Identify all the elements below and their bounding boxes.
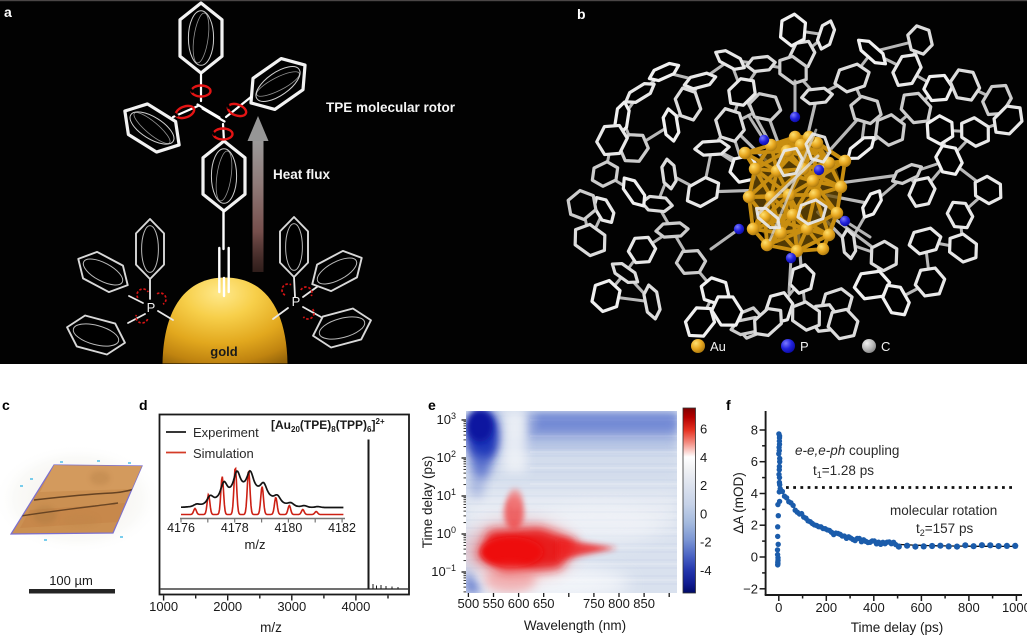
svg-text:800: 800 [958, 600, 980, 615]
svg-text:600: 600 [911, 600, 933, 615]
svg-text:b: b [577, 6, 586, 22]
svg-text:100 µm: 100 µm [49, 573, 93, 588]
svg-text:Time delay (ps): Time delay (ps) [420, 456, 435, 549]
svg-text:Experiment: Experiment [193, 425, 259, 440]
svg-text:Heat flux: Heat flux [273, 167, 331, 182]
svg-text:e: e [428, 397, 436, 413]
svg-text:4178: 4178 [221, 521, 249, 535]
svg-text:d: d [139, 397, 148, 413]
svg-text:P: P [800, 339, 809, 354]
svg-text:1000: 1000 [1002, 600, 1027, 615]
svg-text:4: 4 [751, 486, 758, 501]
svg-text:m/z: m/z [260, 620, 282, 635]
svg-text:500: 500 [458, 596, 480, 611]
svg-text:103: 103 [437, 411, 456, 427]
svg-text:100: 100 [437, 525, 456, 541]
svg-text:4: 4 [700, 450, 707, 465]
svg-text:e-e,e-ph coupling: e-e,e-ph coupling [795, 443, 899, 458]
svg-text:3000: 3000 [277, 599, 306, 614]
svg-text:4176: 4176 [167, 521, 195, 535]
svg-text:102: 102 [437, 449, 456, 465]
svg-text:2000: 2000 [213, 599, 242, 614]
svg-text:4000: 4000 [341, 599, 370, 614]
svg-text:t2=157 ps: t2=157 ps [916, 521, 973, 538]
svg-text:600: 600 [508, 596, 530, 611]
svg-text:2: 2 [700, 478, 707, 493]
svg-text:Au: Au [710, 339, 726, 354]
svg-text:400: 400 [863, 600, 885, 615]
svg-text:Wavelength (nm): Wavelength (nm) [524, 618, 626, 633]
svg-text:200: 200 [815, 600, 837, 615]
svg-text:Simulation: Simulation [193, 446, 254, 461]
svg-text:650: 650 [533, 596, 555, 611]
svg-text:C: C [881, 339, 890, 354]
svg-text:0: 0 [751, 550, 758, 565]
svg-text:4182: 4182 [328, 521, 356, 535]
svg-text:10−1: 10−1 [431, 563, 456, 579]
svg-text:f: f [726, 397, 731, 413]
svg-text:6: 6 [751, 454, 758, 469]
svg-text:-2: -2 [700, 535, 712, 550]
svg-text:ΔA (mOD): ΔA (mOD) [731, 472, 746, 534]
svg-text:a: a [4, 4, 12, 20]
svg-text:0: 0 [700, 506, 707, 521]
svg-text:c: c [2, 397, 10, 413]
svg-text:0: 0 [775, 600, 782, 615]
svg-text:molecular rotation: molecular rotation [890, 503, 997, 518]
svg-text:Time delay (ps): Time delay (ps) [851, 620, 944, 635]
svg-text:6: 6 [700, 422, 707, 437]
svg-text:2: 2 [751, 518, 758, 533]
svg-text:850: 850 [633, 596, 655, 611]
svg-text:gold: gold [210, 344, 237, 359]
svg-text:800: 800 [608, 596, 630, 611]
svg-text:m/z: m/z [245, 537, 266, 552]
svg-text:101: 101 [437, 487, 456, 503]
svg-text:P: P [147, 300, 156, 315]
svg-text:8: 8 [751, 422, 758, 437]
svg-text:-4: -4 [700, 563, 712, 578]
svg-text:P: P [292, 294, 301, 309]
svg-text:−2: −2 [743, 581, 758, 596]
svg-text:[Au20(TPE)8(TPP)6]2+: [Au20(TPE)8(TPP)6]2+ [271, 417, 385, 434]
svg-text:1000: 1000 [149, 599, 178, 614]
svg-text:750: 750 [583, 596, 605, 611]
svg-text:t1=1.28 ps: t1=1.28 ps [813, 463, 874, 480]
svg-text:TPE molecular rotor: TPE molecular rotor [326, 100, 456, 115]
svg-text:550: 550 [483, 596, 505, 611]
svg-text:4180: 4180 [274, 521, 302, 535]
